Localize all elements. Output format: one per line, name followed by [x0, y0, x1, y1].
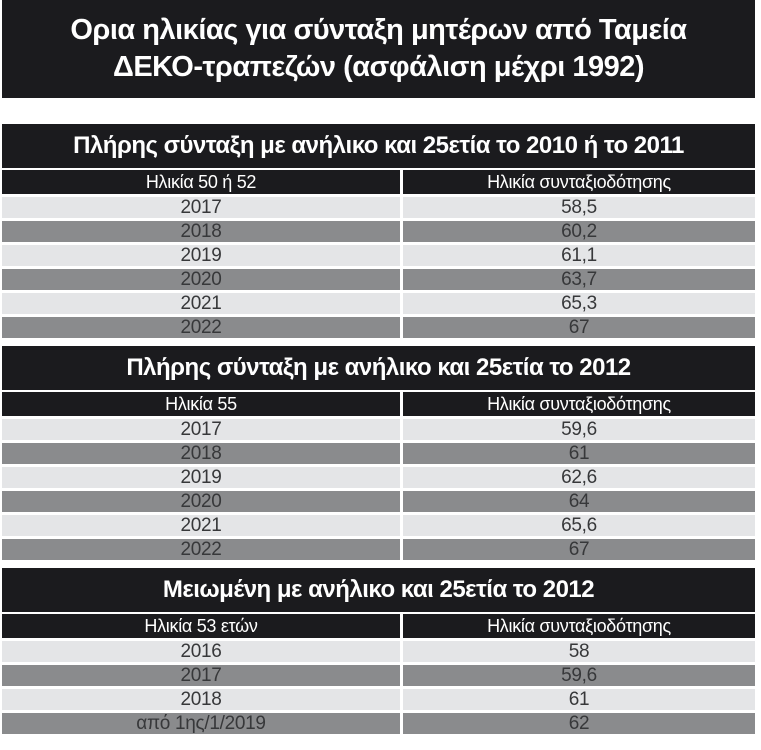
infographic-content: Ορια ηλικίας για σύνταξη μητέρων από Ταμ… [2, 0, 755, 734]
table-row: 2022 67 [2, 539, 755, 560]
age-cell: 67 [403, 539, 755, 560]
year-cell: 2020 [2, 269, 400, 290]
column-header-retirement-age: Ηλικία συνταξιοδότησης [403, 392, 755, 416]
table-row: 2019 61,1 [2, 245, 755, 266]
section-full-pension-2012: Πλήρης σύνταξη με ανήλικο και 25ετία το … [2, 346, 755, 560]
age-cell: 64 [403, 491, 755, 512]
year-cell: 2017 [2, 419, 400, 440]
age-cell: 60,2 [403, 221, 755, 242]
age-cell: 62,6 [403, 467, 755, 488]
year-cell: 2016 [2, 641, 400, 662]
main-title-box: Ορια ηλικίας για σύνταξη μητέρων από Ταμ… [2, 0, 755, 98]
column-header-age-limit: Ηλικία 50 ή 52 [2, 170, 400, 194]
year-cell: 2017 [2, 197, 400, 218]
age-cell: 61,1 [403, 245, 755, 266]
year-cell: 2019 [2, 245, 400, 266]
year-cell: 2018 [2, 689, 400, 710]
main-title-line2: ΔΕΚΟ-τραπεζών (ασφάλιση μέχρι 1992) [112, 51, 645, 83]
column-header-age-limit: Ηλικία 53 ετών [2, 614, 400, 638]
year-cell: 2022 [2, 539, 400, 560]
table-row: 2017 58,5 [2, 197, 755, 218]
age-cell: 61 [403, 689, 755, 710]
title-spacer [2, 98, 755, 124]
table-row: 2018 61 [2, 443, 755, 464]
table-row: 2020 64 [2, 491, 755, 512]
section-full-pension-2010-2011: Πλήρης σύνταξη με ανήλικο και 25ετία το … [2, 124, 755, 338]
table-row: 2021 65,3 [2, 293, 755, 314]
year-cell: 2017 [2, 665, 400, 686]
age-cell: 63,7 [403, 269, 755, 290]
year-cell: 2018 [2, 221, 400, 242]
section-reduced-pension-2012: Μειωμένη με ανήλικο και 25ετία το 2012 Η… [2, 568, 755, 734]
column-header-retirement-age: Ηλικία συνταξιοδότησης [403, 614, 755, 638]
age-cell: 65,6 [403, 515, 755, 536]
table-row: 2022 67 [2, 317, 755, 338]
table-row: 2019 62,6 [2, 467, 755, 488]
year-cell: 2022 [2, 317, 400, 338]
table-row: 2020 63,7 [2, 269, 755, 290]
table-row: από 1ης/1/2019 62 [2, 713, 755, 734]
table-row: 2021 65,6 [2, 515, 755, 536]
section-title: Μειωμένη με ανήλικο και 25ετία το 2012 [2, 568, 755, 612]
age-cell: 67 [403, 317, 755, 338]
table-row: 2017 59,6 [2, 665, 755, 686]
age-cell: 58,5 [403, 197, 755, 218]
table-row: 2018 60,2 [2, 221, 755, 242]
age-cell: 62 [403, 713, 755, 734]
column-header-row: Ηλικία 50 ή 52 Ηλικία συνταξιοδότησης [2, 170, 755, 194]
year-cell: από 1ης/1/2019 [2, 713, 400, 734]
age-cell: 65,3 [403, 293, 755, 314]
year-cell: 2021 [2, 293, 400, 314]
main-title-line1: Ορια ηλικίας για σύνταξη μητέρων από Ταμ… [70, 14, 687, 46]
year-cell: 2019 [2, 467, 400, 488]
age-cell: 61 [403, 443, 755, 464]
table-row: 2018 61 [2, 689, 755, 710]
table-row: 2016 58 [2, 641, 755, 662]
age-cell: 59,6 [403, 419, 755, 440]
year-cell: 2021 [2, 515, 400, 536]
column-header-row: Ηλικία 53 ετών Ηλικία συνταξιοδότησης [2, 614, 755, 638]
year-cell: 2018 [2, 443, 400, 464]
table-row: 2017 59,6 [2, 419, 755, 440]
column-header-age-limit: Ηλικία 55 [2, 392, 400, 416]
year-cell: 2020 [2, 491, 400, 512]
column-header-row: Ηλικία 55 Ηλικία συνταξιοδότησης [2, 392, 755, 416]
age-cell: 59,6 [403, 665, 755, 686]
section-title: Πλήρης σύνταξη με ανήλικο και 25ετία το … [2, 346, 755, 390]
section-title: Πλήρης σύνταξη με ανήλικο και 25ετία το … [2, 124, 755, 168]
column-header-retirement-age: Ηλικία συνταξιοδότησης [403, 170, 755, 194]
age-cell: 58 [403, 641, 755, 662]
